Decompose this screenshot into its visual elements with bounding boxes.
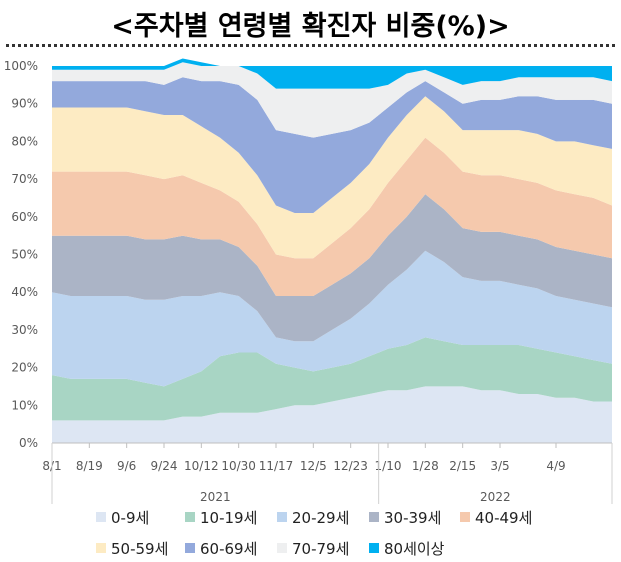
legend-item: 40-49세 [460,506,532,528]
area-series-40-49세 [52,137,612,296]
y-tick-label: 20% [11,361,38,375]
area-series-70-79세 [52,62,612,138]
x-tick-label: 1/10 [375,459,402,473]
y-tick-label: 40% [11,285,38,299]
legend-swatch [96,543,106,553]
area-series-50-59세 [52,96,612,259]
legend-label: 30-39세 [384,508,442,527]
legend-label: 40-49세 [475,508,533,527]
legend-swatch [277,512,287,522]
area-series-60-69세 [52,77,612,213]
y-tick-label: 100% [4,59,38,73]
area-series-10-19세 [52,337,612,421]
legend-label: 70-79세 [292,539,350,558]
area-chart: 0%10%20%30%40%50%60%70%80%90%100%8/1 8/19… [4,58,613,504]
y-tick-label: 80% [11,134,38,148]
x-tick-label: 1/28 [412,459,439,473]
y-tick-label: 0% [19,436,38,450]
legend-swatch [460,512,470,522]
legend-swatch [185,543,195,553]
legend-swatch [96,512,106,522]
legend-swatch [277,543,287,553]
y-tick-label: 30% [11,323,38,337]
y-tick-label: 10% [11,398,38,412]
x-tick-label: 11/17 [259,459,294,473]
x-group-label-2022: 2022 [480,490,511,504]
x-tick-label: 9/24 [151,459,178,473]
axes-group: 0%10%20%30%40%50%60%70%80%90%100%8/1 8/19… [4,59,613,504]
x-tick-label: 8/19 [76,459,103,473]
area-series-group [52,58,612,443]
area-series-0-9세 [52,386,612,443]
legend-item: 60-69세 [185,537,257,559]
legend-item: 20-29세 [277,506,349,528]
legend-item: 50-59세 [96,537,168,559]
legend-item: 70-79세 [277,537,349,559]
chart-title: <주차별 연령별 확진자 비중(%)> [111,11,510,42]
x-tick-label: 12/23 [333,459,368,473]
y-tick-label: 90% [11,97,38,111]
chart-legend: 0-9세 10-19세 20-29세 30-39세 40-49세 50-59세 60-69세… [0,504,621,560]
area-series-80세이상 [52,58,612,89]
legend-label: 10-19세 [200,508,258,527]
x-tick-label: 10/12 [184,459,219,473]
x-tick-label: 9/6 [117,459,136,473]
legend-label: 20-29세 [292,508,350,527]
legend-item: 30-39세 [369,506,441,528]
dotted-divider [6,44,615,47]
legend-item: 10-19세 [185,506,257,528]
y-tick-label: 50% [11,248,38,262]
legend-label: 60-69세 [200,539,258,558]
legend-label: 80세이상 [384,539,445,558]
legend-label: 0-9세 [111,508,150,527]
legend-item: 0-9세 [96,506,149,528]
legend-label: 50-59세 [111,539,169,558]
y-tick-label: 70% [11,172,38,186]
legend-swatch [369,543,379,553]
x-group-label-2021: 2021 [200,490,231,504]
legend-swatch [369,512,379,522]
x-tick-label: 2/15 [449,459,476,473]
x-tick-label: 12/5 [300,459,327,473]
legend-swatch [185,512,195,522]
area-series-20-29세 [52,250,612,387]
x-tick-label: 4/9 [546,459,565,473]
legend-item: 80세이상 [369,537,445,559]
y-tick-label: 60% [11,210,38,224]
x-tick-label: 10/30 [221,459,256,473]
area-series-30-39세 [52,194,612,342]
x-tick-label: 3/5 [490,459,509,473]
